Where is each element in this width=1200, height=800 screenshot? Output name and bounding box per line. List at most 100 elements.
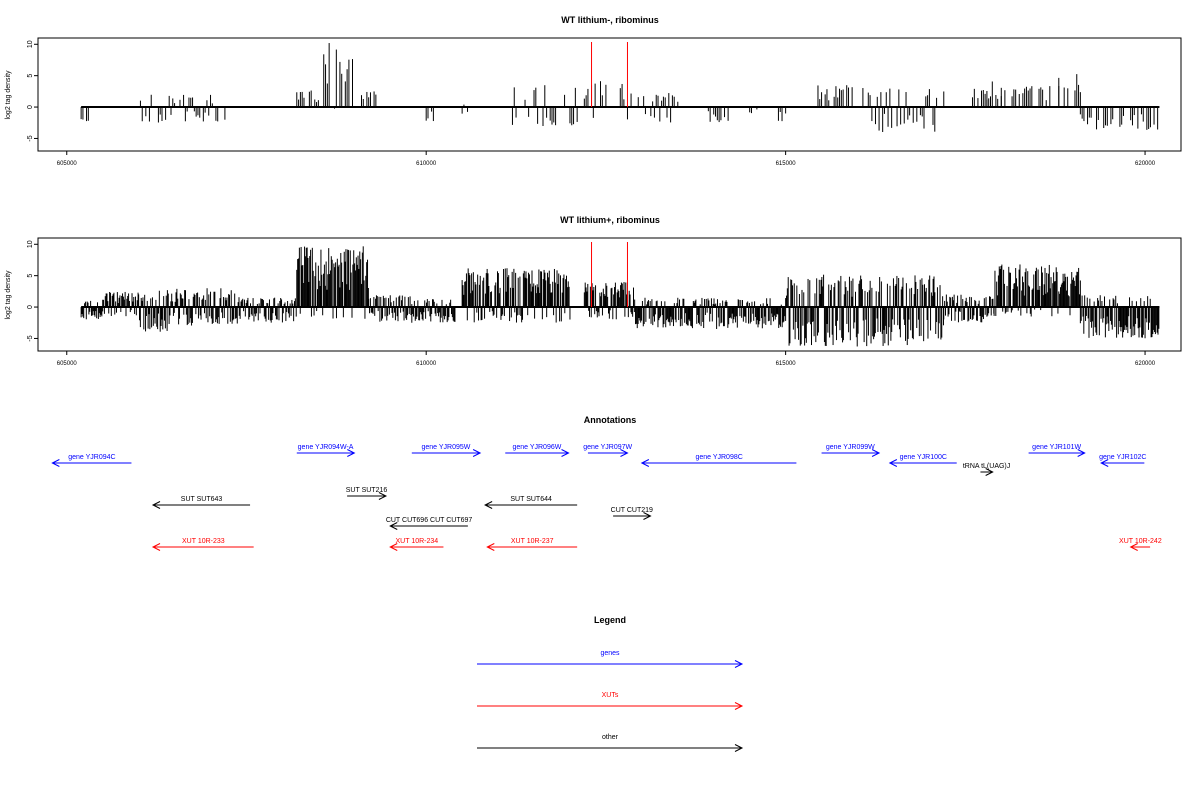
arrowhead (151, 501, 161, 509)
arrowhead (1100, 459, 1109, 467)
arrowhead (985, 468, 994, 476)
feature-gene: gene YJR100C (888, 454, 957, 467)
feature-gene: gene YJR097W (583, 444, 633, 457)
feature-label: tRNA tL(UAG)J (963, 463, 1010, 470)
marker-lines (591, 242, 628, 308)
feature-gene: gene YJR094W-A (296, 444, 356, 457)
y-axis-label: log2 tag density (5, 270, 12, 320)
arrowhead (1077, 449, 1086, 457)
feature-label: gene YJR099W (826, 444, 875, 451)
feature-other: SUT SUT644 (484, 496, 578, 509)
feature-label: CUT CUT219 (611, 507, 653, 514)
arrowhead (620, 449, 629, 457)
arrowhead (734, 744, 744, 752)
y-tick-label: 5 (27, 74, 34, 78)
feature-label: gene YJR094W-A (298, 444, 354, 451)
legend-entry-label: genes (600, 650, 620, 657)
feature-gene: gene YJR095W (411, 444, 482, 457)
y-tick-label: 0 (27, 305, 34, 309)
arrowhead (389, 543, 398, 551)
feature-label: gene YJR102C (1099, 454, 1146, 461)
feature-other: tRNA tL(UAG)J (963, 463, 1010, 476)
arrowhead (643, 512, 652, 520)
feature-label: gene YJR096W (512, 444, 561, 451)
arrowhead (389, 522, 398, 530)
feature-xut: XUT 10R-242 (1119, 538, 1162, 551)
x-tick-label: 620000 (1135, 361, 1156, 367)
feature-gene: gene YJR101W (1028, 444, 1086, 457)
y-tick-label: 10 (27, 40, 34, 48)
feature-other: CUT CUT696 CUT CUT697 (386, 517, 473, 530)
feature-other: SUT SUT643 (151, 496, 251, 509)
arrowhead (484, 501, 493, 509)
track-title: WT lithium+, ribominus (560, 215, 660, 225)
feature-label: XUT 10R-242 (1119, 538, 1162, 545)
feature-label: XUT 10R-233 (182, 538, 225, 545)
feature-gene: gene YJR096W (505, 444, 570, 457)
feature-other: SUT SUT216 (346, 487, 388, 500)
feature-xut: XUT 10R-237 (486, 538, 578, 551)
y-tick-label: -5 (27, 335, 34, 341)
density-bars (80, 246, 1160, 347)
feature-label: gene YJR100C (900, 454, 947, 461)
arrowhead (347, 449, 356, 457)
x-tick-label: 615000 (776, 361, 797, 367)
feature-other: CUT CUT219 (611, 507, 653, 520)
arrowhead (734, 702, 744, 710)
y-axis: -5 0 5 10 (27, 240, 38, 342)
feature-xut: XUT 10R-233 (151, 538, 254, 551)
feature-xut: XUT 10R-234 (389, 538, 444, 551)
feature-arrows: gene YJR094C gene YJR094W-A gene YJR095W ge… (51, 444, 1162, 551)
arrowhead (734, 660, 744, 668)
feature-label: gene YJR097W (583, 444, 632, 451)
feature-gene: gene YJR098C (640, 454, 797, 467)
track-panel-lithium-plus: WT lithium+, ribominus log2 tag density … (5, 215, 1182, 367)
feature-label: gene YJR101W (1032, 444, 1081, 451)
arrowhead (1129, 543, 1138, 551)
y-tick-label: 5 (27, 274, 34, 278)
feature-label: gene YJR098C (695, 454, 742, 461)
feature-label: SUT SUT644 (510, 496, 552, 503)
arrowhead (561, 449, 570, 457)
legend-entry: XUTs (477, 692, 744, 710)
annotations-title: Annotations (584, 415, 637, 425)
legend-entry: other (477, 734, 744, 752)
x-tick-label: 605000 (57, 161, 78, 167)
legend-entries: genes XUTs other (477, 650, 744, 752)
arrowhead (151, 543, 161, 551)
arrowhead (640, 459, 650, 467)
feature-gene: gene YJR094C (51, 454, 132, 467)
arrowhead (472, 449, 482, 457)
x-tick-label: 610000 (416, 161, 437, 167)
y-tick-label: -5 (27, 135, 34, 141)
arrowhead (871, 449, 881, 457)
y-axis-label: log2 tag density (5, 70, 12, 120)
feature-label: XUT 10R-234 (396, 538, 439, 545)
x-tick-label: 605000 (57, 361, 78, 367)
x-tick-label: 615000 (776, 161, 797, 167)
legend-entry-label: other (602, 734, 619, 741)
arrowhead (486, 543, 495, 551)
x-tick-label: 620000 (1135, 161, 1156, 167)
arrowhead (51, 459, 60, 467)
y-axis: -5 0 5 10 (27, 40, 38, 142)
plot-frame (37, 237, 1182, 352)
feature-label: gene YJR094C (68, 454, 115, 461)
arrowhead (378, 492, 388, 500)
feature-label: gene YJR095W (422, 444, 471, 451)
legend: Legend genes XUTs other (477, 615, 744, 752)
track-title: WT lithium-, ribominus (561, 15, 659, 25)
x-axis: 605000 610000 615000 620000 (57, 151, 1156, 167)
feature-label: CUT CUT696 CUT CUT697 (386, 517, 473, 524)
legend-entry-label: XUTs (602, 692, 619, 699)
track-panel-lithium-minus: WT lithium-, ribominus log2 tag density … (5, 15, 1182, 167)
feature-gene: gene YJR099W (821, 444, 881, 457)
feature-label: XUT 10R-237 (511, 538, 554, 545)
marker-lines (591, 42, 628, 108)
y-tick-label: 0 (27, 105, 34, 109)
arrowhead (888, 459, 898, 467)
legend-title: Legend (594, 615, 626, 625)
